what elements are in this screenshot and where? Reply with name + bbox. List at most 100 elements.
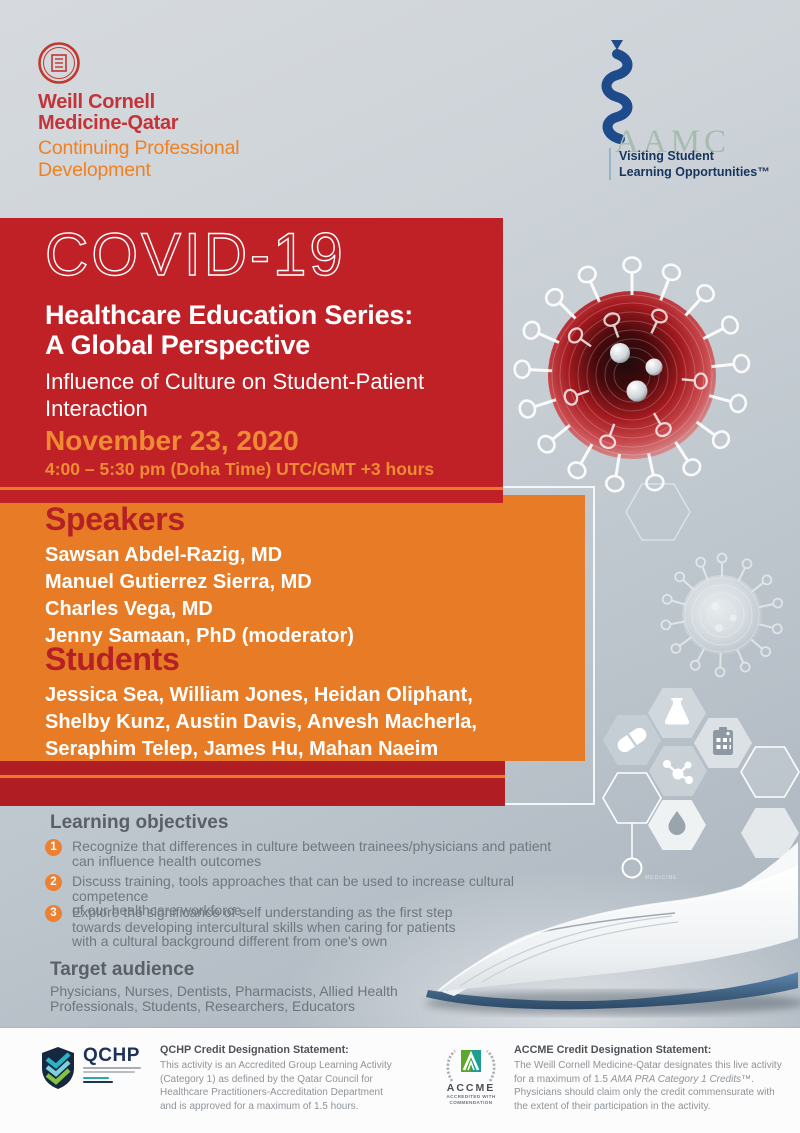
- objective-number-badge: 1: [45, 839, 62, 856]
- accent-strip: [0, 761, 505, 806]
- accme-logo: ACCME ACCREDITED WITH COMMENDATION: [432, 1048, 510, 1105]
- statement-line: Physicians should claim only the credit …: [514, 1087, 775, 1098]
- objective-line: of our healthcare workforce: [72, 902, 242, 918]
- event-time: 4:00 – 5:30 pm (Doha Time) UTC/GMT +3 ho…: [45, 459, 435, 479]
- accme-caption: ACCREDITED WITH COMMENDATION: [432, 1094, 510, 1105]
- hexagon-capsule: [603, 715, 661, 765]
- objective-item: 1 Recognize that differences in culture …: [45, 839, 551, 868]
- hexagon-molecule: [649, 746, 707, 796]
- qchp-microtext-bar: [83, 1077, 109, 1079]
- objective-line: Recognize that differences in culture be…: [72, 838, 552, 854]
- hexagon-outline: [602, 772, 662, 824]
- speaker-name: Jenny Samaan, PhD (moderator): [45, 625, 354, 647]
- org-name-line2: Medicine-Qatar: [38, 112, 179, 134]
- students-list: Jessica Sea, William Jones, Heidan Oliph…: [45, 682, 477, 763]
- qchp-wordmark: QCHP: [83, 1045, 140, 1066]
- audience-line: Professionals, Students, Researchers, Ed…: [50, 997, 356, 1014]
- hexagon-medical-report: [694, 718, 752, 768]
- target-audience-heading: Target audience: [50, 959, 195, 980]
- hexagon-flask: [648, 688, 706, 738]
- pill-icon: [617, 727, 647, 753]
- vslo-label: Visiting Student Learning Opportunities™: [609, 148, 770, 180]
- objective-text: Recognize that differences in culture be…: [72, 839, 551, 868]
- objective-number-badge: 3: [45, 905, 62, 922]
- students-line: Jessica Sea, William Jones, Heidan Oliph…: [45, 684, 473, 706]
- dept-line1: Continuing Professional: [38, 137, 240, 159]
- small-virus-illustration: [659, 552, 785, 678]
- vslo-line1: Visiting Student: [619, 149, 714, 163]
- accme-statement-heading: ACCME Credit Designation Statement:: [514, 1044, 712, 1056]
- coronavirus-illustration: [512, 256, 752, 494]
- statement-line: Healthcare Practitioners-Accreditation D…: [160, 1087, 383, 1098]
- qchp-microtext-bar: [83, 1067, 141, 1069]
- statement-fragment: .: [751, 1073, 754, 1085]
- org-name-line1: Weill Cornell: [38, 91, 155, 113]
- dept-line2: Development: [38, 159, 151, 181]
- statement-line: for a maximum of 1.5 AMA PRA Category 1 …: [514, 1073, 782, 1087]
- statement-fragment-italic: AMA PRA Category 1 Credits™: [610, 1073, 752, 1085]
- learning-objectives-section: Learning objectives 1 Recognize that dif…: [45, 812, 585, 1022]
- students-line: Seraphim Telep, James Hu, Mahan Naeim: [45, 738, 439, 760]
- students-heading: Students: [45, 641, 180, 677]
- strip-accent-line: [0, 775, 505, 778]
- objective-item: 2 Discuss training, tools approaches tha…: [45, 874, 585, 918]
- accreditation-footer: QCHP QCHP Credit Designation Statement: …: [0, 1028, 800, 1133]
- series-title: Healthcare Education Series: A Global Pe…: [45, 300, 413, 360]
- series-line2: A Global Perspective: [45, 330, 311, 360]
- speakers-list: Sawsan Abdel-Razig, MD Manuel Gutierrez …: [45, 542, 354, 650]
- accme-caption-line: COMMENDATION: [449, 1099, 493, 1105]
- covid-title: COVID-19: [44, 220, 346, 288]
- qchp-statement: QCHP Credit Designation Statement: This …: [160, 1044, 392, 1113]
- qchp-statement-body: This activity is an Accredited Group Lea…: [160, 1059, 392, 1113]
- target-audience-text: Physicians, Nurses, Dentists, Pharmacist…: [50, 984, 398, 1013]
- objective-line: Explore the significance of self underst…: [72, 904, 453, 920]
- accme-statement-body: The Weill Cornell Medicine-Qatar designa…: [514, 1059, 782, 1113]
- statement-fragment: for a maximum of 1.5: [514, 1073, 611, 1085]
- audience-line: Physicians, Nurses, Dentists, Pharmacist…: [50, 983, 398, 999]
- open-book-photo: [425, 842, 800, 1015]
- objective-line: can influence health outcomes: [72, 852, 262, 869]
- statement-line: (Category 1) as defined by the Qatar Cou…: [160, 1073, 373, 1085]
- hexagon-blank: [741, 808, 799, 858]
- qchp-microtext-bar: [83, 1071, 135, 1073]
- statement-line: This activity is an Accredited Group Lea…: [160, 1060, 392, 1071]
- vslo-line2: Learning Opportunities™: [619, 165, 770, 179]
- speaker-name: Manuel Gutierrez Sierra, MD: [45, 571, 312, 593]
- accme-caption-line: ACCREDITED WITH: [446, 1094, 496, 1099]
- accme-wordmark: ACCME: [446, 1082, 496, 1094]
- objective-text: Discuss training, tools approaches that …: [72, 874, 585, 918]
- qchp-logo-text: QCHP: [83, 1046, 141, 1090]
- objective-number-badge: 2: [45, 874, 62, 891]
- aamc-wordmark: AAMC: [615, 124, 731, 160]
- statement-line: The Weill Cornell Medicine-Qatar designa…: [514, 1060, 782, 1071]
- subtitle-line2: Interaction: [45, 396, 148, 421]
- wcm-logo-block: Weill Cornell Medicine-Qatar Continuing …: [38, 42, 240, 181]
- banner-accent-line: [0, 487, 503, 490]
- medicine-watermark: MEDICINE: [645, 875, 677, 881]
- hexagon-outline: [740, 746, 800, 798]
- accme-wreath-icon: [446, 1049, 496, 1082]
- speaker-name: Charles Vega, MD: [45, 598, 213, 620]
- title-banner: COVID-19 Healthcare Education Series: A …: [0, 218, 503, 503]
- hexagon-outline-faint: [625, 483, 691, 541]
- session-subtitle: Influence of Culture on Student-Patient …: [45, 368, 424, 422]
- objective-line: Discuss training, tools approaches that …: [72, 873, 515, 904]
- speaker-name: Sawsan Abdel-Razig, MD: [45, 544, 283, 566]
- medical-report-icon: [713, 727, 733, 755]
- hexagon-droplet: [648, 800, 706, 850]
- objective-item: 3 Explore the significance of self under…: [45, 905, 456, 949]
- qchp-microtext-bar: [83, 1081, 113, 1083]
- speakers-heading: Speakers: [45, 501, 185, 537]
- flask-icon: [664, 700, 690, 725]
- aamc-logo-block: AAMC Visiting Student Learning Opportuni…: [585, 40, 775, 200]
- event-date: November 23, 2020: [45, 425, 299, 456]
- objectives-heading: Learning objectives: [50, 812, 229, 833]
- series-line1: Healthcare Education Series:: [45, 300, 414, 330]
- medical-hexagon-pattern: MEDICINE: [602, 483, 800, 881]
- statement-line: and is approved for a maximum of 1.5 hou…: [160, 1100, 359, 1112]
- qchp-logo: QCHP: [40, 1046, 141, 1090]
- objective-line: towards developing intercultural skills …: [72, 918, 456, 935]
- connector-circle: [621, 857, 643, 879]
- qchp-statement-heading: QCHP Credit Designation Statement:: [160, 1044, 349, 1056]
